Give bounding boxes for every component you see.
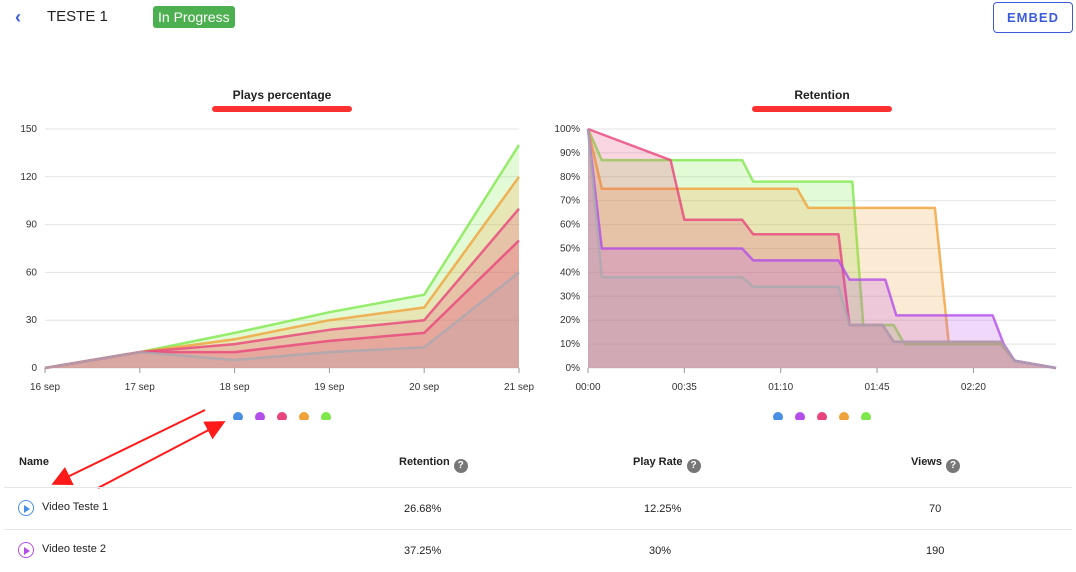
y-tick-label: 120 [20,172,37,183]
series-area [45,272,519,368]
views-value: 190 [926,545,945,557]
status-badge: In Progress [153,6,235,28]
col-retention: Retention? [399,456,468,473]
y-tick-label: 0% [566,363,581,374]
col-name: Name [19,456,49,468]
x-tick-label: 02:20 [961,382,986,393]
views-value: 70 [929,503,942,515]
redaction-mark [752,106,892,112]
x-tick-label: 16 sep [30,382,60,393]
series-area [45,144,519,368]
x-tick-label: 18 sep [220,382,250,393]
legend-dot [795,412,805,420]
x-tick-label: 00:00 [575,382,600,393]
y-tick-label: 50% [560,244,580,255]
x-tick-label: 01:10 [768,382,793,393]
redaction-mark [212,106,352,112]
help-icon[interactable]: ? [686,459,701,473]
page-title: TESTE 1 [47,8,108,25]
chart-title: Plays percentage [233,88,332,102]
x-tick-label: 01:45 [865,382,890,393]
y-tick-label: 90% [560,148,580,159]
y-tick-label: 20% [560,315,580,326]
series-area [588,129,1056,368]
series-line [44,271,520,370]
y-tick-label: 70% [560,196,580,207]
chevron-left-icon[interactable]: ‹ [15,7,21,27]
y-tick-label: 30% [560,291,580,302]
table-header: Name Retention? Play Rate? Views? [0,450,1076,474]
legend-dot [277,412,287,420]
series-line [586,128,1057,370]
legend-dot [817,412,827,420]
y-tick-label: 100% [554,124,580,135]
series-area [588,129,1056,368]
plays-percentage-chart: Plays percentage 0 30 60 90 120 150 16 sep 17 se… [20,88,534,420]
table-row[interactable]: Video Teste 1 26.68% 12.25% 70 [4,487,1072,530]
x-tick-label: 20 sep [409,382,439,393]
y-tick-label: 150 [20,124,37,135]
x-tick-label: 21 sep [504,382,534,393]
y-tick-label: 10% [560,339,580,350]
series-area [45,208,519,368]
y-tick-label: 60 [26,267,38,278]
series-area [45,176,519,368]
legend-dot [861,412,871,420]
help-icon[interactable]: ? [946,459,960,473]
retention-value: 26.68% [404,503,442,515]
col-views: Views? [911,456,960,473]
x-tick-label: 00:35 [672,382,697,393]
header: ‹ TESTE 1 In Progress EMBED [0,0,1076,40]
y-tick-label: 30 [26,315,38,326]
help-icon[interactable]: ? [453,459,468,473]
legend-dot [233,412,243,420]
legend-dot [773,412,783,420]
series-area [588,129,1056,368]
play-circle-icon[interactable] [18,500,34,516]
x-tick-label: 17 sep [125,382,155,393]
legend-dot [299,412,309,420]
y-tick-label: 80% [560,172,580,183]
x-tick-label: 19 sep [314,382,344,393]
legend-dot [321,412,331,420]
play-circle-icon[interactable] [18,542,34,558]
chart-title: Retention [794,88,849,102]
series-area [588,129,1056,368]
video-name[interactable]: Video teste 2 [42,543,107,555]
y-tick-label: 40% [560,267,580,278]
embed-button[interactable]: EMBED [993,2,1073,33]
legend-dot [839,412,849,420]
col-play-rate: Play Rate? [633,456,701,473]
table-row[interactable]: Video teste 2 37.25% 30% 190 [4,529,1072,572]
y-tick-label: 60% [560,220,580,231]
play-rate-value: 30% [649,545,672,557]
legend-dot [255,412,265,420]
video-name[interactable]: Video Teste 1 [42,501,109,513]
retention-chart: Retention 0% 10% 20% 30% 40% 50% 60% 70% 80% 90% 10… [554,88,1057,420]
y-tick-label: 90 [26,220,38,231]
play-rate-value: 12.25% [644,503,682,515]
retention-value: 37.25% [404,545,442,557]
y-tick-label: 0 [31,363,37,374]
